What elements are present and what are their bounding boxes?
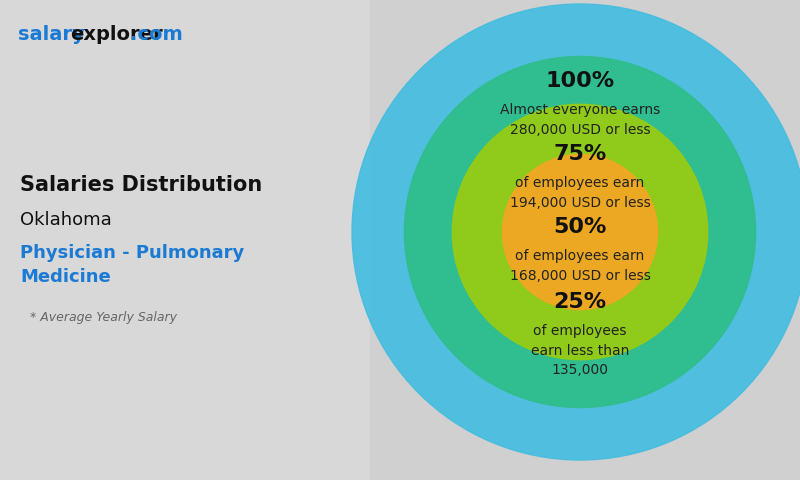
Text: 50%: 50%: [554, 217, 606, 237]
Text: Salaries Distribution: Salaries Distribution: [20, 175, 262, 195]
Text: 25%: 25%: [554, 292, 606, 312]
Text: of employees earn
168,000 USD or less: of employees earn 168,000 USD or less: [510, 249, 650, 283]
Text: .com: .com: [130, 25, 182, 44]
Text: of employees earn
194,000 USD or less: of employees earn 194,000 USD or less: [510, 176, 650, 210]
FancyBboxPatch shape: [0, 0, 370, 480]
Text: Oklahoma: Oklahoma: [20, 211, 112, 229]
Circle shape: [452, 104, 708, 360]
Circle shape: [405, 57, 755, 408]
Circle shape: [502, 155, 658, 310]
Text: 100%: 100%: [546, 71, 614, 91]
Text: Physician - Pulmonary
Medicine: Physician - Pulmonary Medicine: [20, 243, 244, 287]
Text: 75%: 75%: [554, 144, 606, 164]
Text: Almost everyone earns
280,000 USD or less: Almost everyone earns 280,000 USD or les…: [500, 103, 660, 137]
Text: of employees
earn less than
135,000: of employees earn less than 135,000: [531, 324, 629, 377]
Text: explorer: explorer: [70, 25, 162, 44]
Text: salary: salary: [18, 25, 85, 44]
Text: * Average Yearly Salary: * Average Yearly Salary: [30, 312, 177, 324]
Circle shape: [352, 4, 800, 460]
